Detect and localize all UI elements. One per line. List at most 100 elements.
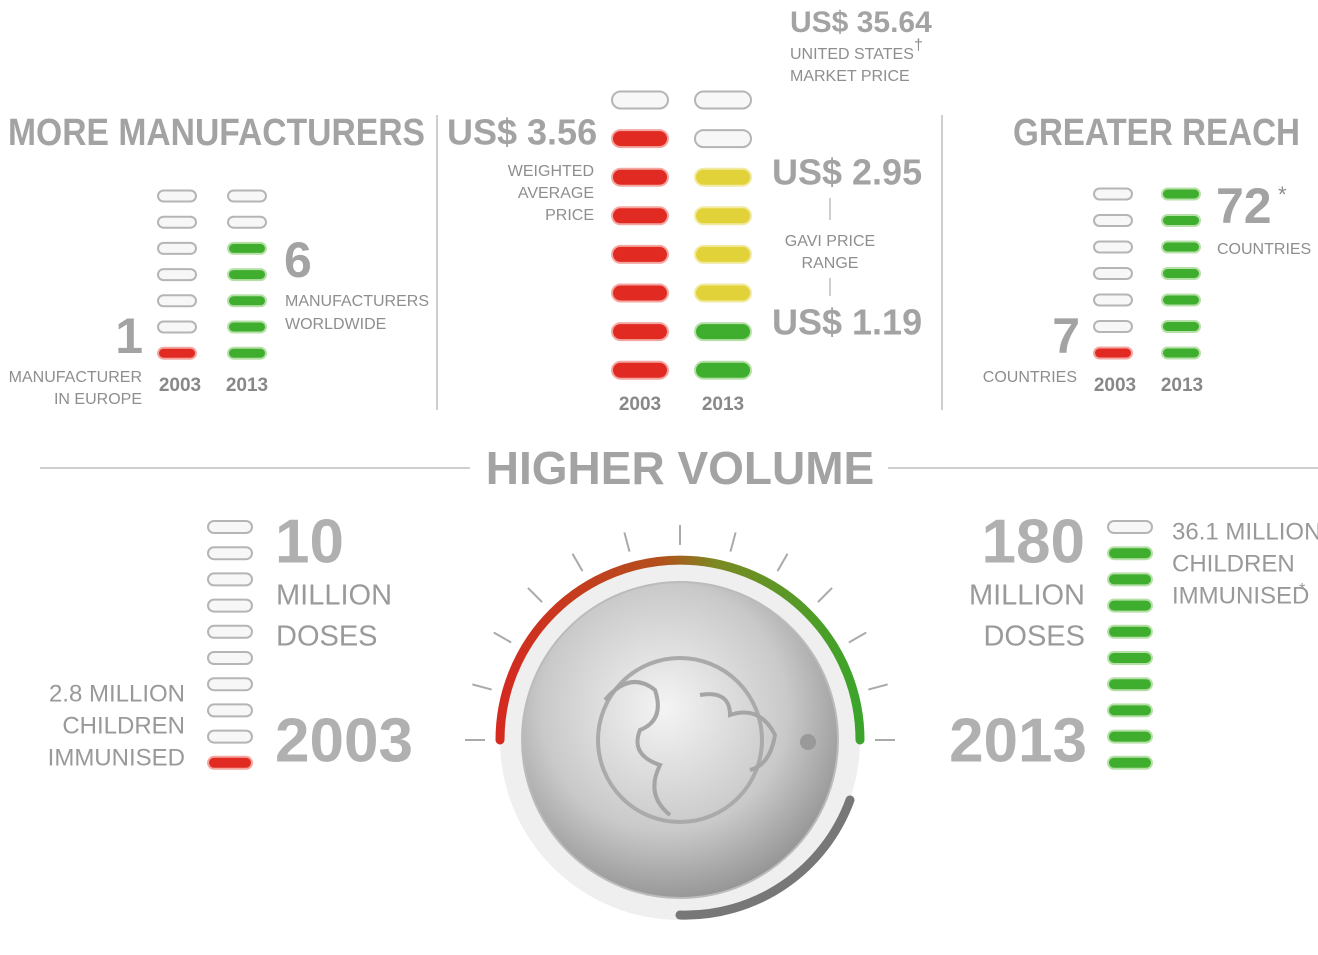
- year: 2013: [702, 394, 744, 415]
- indicator-light: [1162, 268, 1200, 279]
- indicator-light: [612, 362, 668, 379]
- indicator-light: [1108, 731, 1152, 743]
- indicator-light: [208, 704, 252, 716]
- indicator-light: [208, 678, 252, 690]
- price: US$ 1.19: [772, 302, 922, 343]
- infographic: MORE MANUFACTURERS 1 MANUFACTURER IN EUR…: [0, 0, 1318, 955]
- indicator-light: [228, 191, 266, 202]
- indicator-light: [228, 269, 266, 280]
- label: MANUFACTURER: [9, 369, 142, 386]
- label: GAVI PRICE: [785, 233, 875, 250]
- knob-tick: [778, 554, 788, 571]
- indicator-light: [695, 323, 751, 340]
- indicator-light: [695, 285, 751, 302]
- indicator-light: [1094, 215, 1132, 226]
- indicator-light: [1094, 295, 1132, 306]
- indicator-light: [695, 92, 751, 109]
- indicator-light: [1108, 652, 1152, 664]
- indicator-light: [158, 322, 196, 333]
- label: WEIGHTED: [508, 163, 594, 180]
- indicator-light: [1108, 704, 1152, 716]
- label: MILLION: [969, 580, 1085, 612]
- value: 10: [275, 507, 344, 576]
- footnote-mark: *: [1278, 182, 1287, 207]
- label: IMMUNISED: [1172, 582, 1309, 609]
- knob-tick: [472, 684, 491, 689]
- year: 2003: [619, 394, 661, 415]
- indicator-light: [1094, 189, 1132, 200]
- indicator-light: [612, 169, 668, 186]
- indicator-light: [1094, 268, 1132, 279]
- label: COUNTRIES: [1217, 241, 1311, 258]
- section-title: GREATER REACH: [1013, 112, 1300, 154]
- indicator-light: [158, 348, 196, 359]
- price: US$ 2.95: [772, 152, 922, 193]
- knob-indicator: [800, 734, 816, 750]
- indicator-light: [1162, 215, 1200, 226]
- indicator-light: [158, 295, 196, 306]
- section-title: MORE MANUFACTURERS: [8, 112, 425, 154]
- label: DOSES: [276, 621, 378, 653]
- label: MANUFACTURERS: [285, 293, 429, 310]
- indicator-light: [1162, 348, 1200, 359]
- label: PRICE: [545, 207, 594, 224]
- indicator-light: [695, 169, 751, 186]
- section-title: HIGHER VOLUME: [486, 442, 874, 494]
- indicator-light: [1108, 547, 1152, 559]
- indicator-light: [208, 573, 252, 585]
- indicator-light: [1162, 295, 1200, 306]
- value: 1: [115, 308, 143, 364]
- knob-tick: [818, 588, 832, 602]
- year: 2013: [949, 706, 1087, 775]
- year: 2013: [1161, 375, 1203, 396]
- label: CHILDREN: [1172, 550, 1295, 577]
- indicator-light: [158, 243, 196, 254]
- indicator-light: [1162, 242, 1200, 253]
- indicator-light: [208, 731, 252, 743]
- label: RANGE: [802, 255, 859, 272]
- label: 2.8 MILLION: [49, 680, 185, 707]
- indicator-light: [612, 130, 668, 147]
- knob-tick: [849, 633, 866, 643]
- indicator-light: [1108, 757, 1152, 769]
- indicator-light: [695, 246, 751, 263]
- label: AVERAGE: [518, 185, 594, 202]
- indicator-light: [228, 348, 266, 359]
- indicator-light: [208, 652, 252, 664]
- indicator-light: [1108, 573, 1152, 585]
- knob-tick: [494, 633, 511, 643]
- knob-tick: [573, 554, 583, 571]
- year: 2013: [226, 375, 268, 396]
- indicator-light: [228, 217, 266, 228]
- indicator-light: [1094, 348, 1132, 359]
- knob-tick: [868, 684, 887, 689]
- indicator-light: [695, 207, 751, 224]
- indicator-light: [695, 130, 751, 147]
- label: IN EUROPE: [54, 391, 142, 408]
- label: MARKET PRICE: [790, 68, 910, 85]
- value: 180: [982, 507, 1085, 576]
- indicator-light: [612, 285, 668, 302]
- label: MILLION: [276, 580, 392, 612]
- indicator-light: [612, 246, 668, 263]
- label: IMMUNISED: [48, 744, 185, 771]
- indicator-light: [1108, 600, 1152, 612]
- indicator-light: [1162, 321, 1200, 332]
- knob-tick: [730, 532, 735, 551]
- price: US$ 3.56: [447, 112, 597, 153]
- indicator-light: [158, 191, 196, 202]
- label: UNITED STATES: [790, 46, 914, 63]
- indicator-light: [208, 757, 252, 769]
- indicator-light: [1094, 321, 1132, 332]
- indicator-light: [228, 243, 266, 254]
- label: COUNTRIES: [983, 369, 1077, 386]
- indicator-light: [695, 362, 751, 379]
- price: US$ 35.64: [790, 6, 932, 39]
- indicator-light: [612, 207, 668, 224]
- indicator-light: [612, 92, 668, 109]
- footnote-mark: †: [914, 37, 923, 54]
- volume-knob: [465, 525, 895, 920]
- year: 2003: [1094, 375, 1136, 396]
- label: 36.1 MILLION: [1172, 518, 1318, 545]
- indicator-light: [158, 269, 196, 280]
